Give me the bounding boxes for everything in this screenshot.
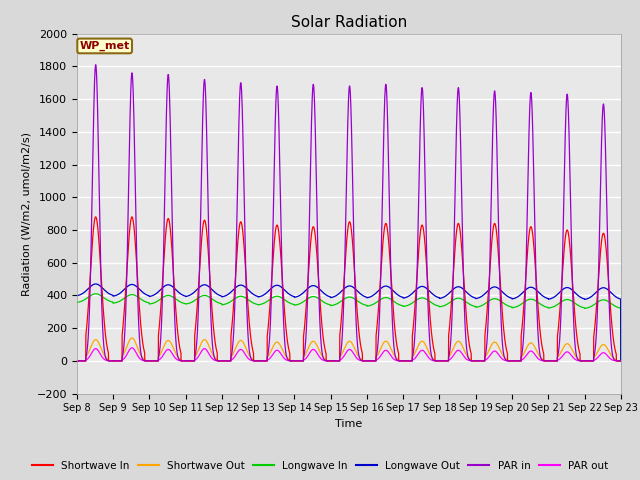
Text: WP_met: WP_met bbox=[79, 41, 130, 51]
Longwave In bbox=[471, 303, 479, 309]
Line: Longwave Out: Longwave Out bbox=[77, 284, 621, 361]
Longwave Out bbox=[441, 294, 449, 300]
Shortwave In bbox=[73, 358, 81, 364]
Shortwave Out bbox=[73, 358, 81, 364]
Shortwave Out bbox=[617, 358, 625, 364]
PAR out bbox=[502, 358, 509, 363]
Shortwave Out bbox=[128, 335, 136, 341]
Shortwave In bbox=[441, 358, 449, 364]
Shortwave In bbox=[329, 358, 337, 364]
Longwave Out bbox=[617, 358, 625, 364]
Longwave Out bbox=[502, 292, 509, 298]
PAR out bbox=[471, 358, 479, 364]
PAR in bbox=[92, 62, 100, 68]
Title: Solar Radiation: Solar Radiation bbox=[291, 15, 407, 30]
Longwave In bbox=[171, 295, 179, 301]
PAR out bbox=[171, 354, 179, 360]
Shortwave Out bbox=[171, 348, 179, 354]
Line: Longwave In: Longwave In bbox=[77, 294, 621, 361]
Line: Shortwave Out: Shortwave Out bbox=[77, 338, 621, 361]
Shortwave In bbox=[616, 358, 624, 364]
Shortwave In bbox=[171, 290, 179, 296]
Longwave In bbox=[617, 358, 625, 364]
PAR in bbox=[329, 358, 337, 364]
PAR in bbox=[73, 358, 81, 364]
Shortwave In bbox=[471, 358, 479, 364]
PAR in bbox=[617, 358, 625, 364]
PAR out bbox=[441, 358, 449, 364]
Longwave Out bbox=[73, 293, 81, 299]
Longwave Out bbox=[92, 281, 100, 287]
Longwave Out bbox=[471, 295, 479, 300]
PAR out bbox=[329, 358, 337, 364]
Line: Shortwave In: Shortwave In bbox=[77, 217, 621, 361]
Shortwave Out bbox=[329, 358, 337, 364]
Legend: Shortwave In, Shortwave Out, Longwave In, Longwave Out, PAR in, PAR out: Shortwave In, Shortwave Out, Longwave In… bbox=[28, 456, 612, 475]
PAR out bbox=[73, 358, 81, 364]
PAR in bbox=[616, 358, 624, 364]
Longwave Out bbox=[171, 286, 179, 291]
PAR out bbox=[128, 345, 136, 351]
Shortwave Out bbox=[502, 356, 509, 361]
Line: PAR in: PAR in bbox=[77, 65, 621, 361]
Shortwave Out bbox=[616, 358, 624, 364]
Shortwave In bbox=[502, 342, 509, 348]
Longwave In bbox=[73, 300, 81, 305]
Longwave In bbox=[329, 302, 337, 308]
Longwave In bbox=[92, 291, 100, 297]
Shortwave Out bbox=[471, 358, 479, 364]
PAR in bbox=[171, 314, 179, 320]
PAR in bbox=[441, 358, 449, 364]
Shortwave Out bbox=[441, 358, 449, 364]
Longwave In bbox=[616, 305, 624, 311]
Shortwave In bbox=[92, 214, 100, 220]
Longwave Out bbox=[616, 296, 624, 302]
PAR out bbox=[617, 358, 625, 364]
Shortwave In bbox=[617, 358, 625, 364]
Y-axis label: Radiation (W/m2, umol/m2/s): Radiation (W/m2, umol/m2/s) bbox=[21, 132, 31, 296]
Line: PAR out: PAR out bbox=[77, 348, 621, 361]
Longwave In bbox=[441, 302, 449, 308]
PAR in bbox=[502, 357, 509, 362]
PAR out bbox=[616, 358, 624, 364]
X-axis label: Time: Time bbox=[335, 419, 362, 429]
PAR in bbox=[471, 358, 479, 364]
Longwave Out bbox=[329, 294, 337, 300]
Longwave In bbox=[502, 301, 509, 307]
